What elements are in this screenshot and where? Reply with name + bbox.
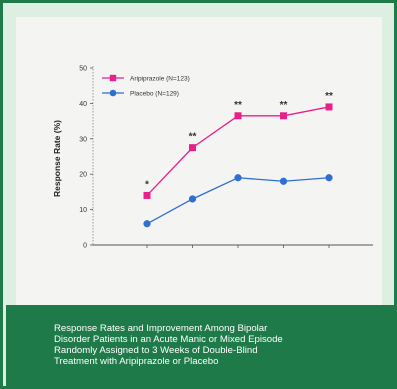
y-tick-label: 30 bbox=[79, 136, 87, 143]
data-point-square bbox=[143, 191, 151, 199]
data-point-circle bbox=[188, 195, 197, 203]
data-point-circle bbox=[325, 174, 333, 182]
series-line bbox=[146, 106, 330, 196]
significance-marker: ** bbox=[280, 100, 288, 111]
plot-panel: 0 10 20 30 40 50 Response Rate (%) * ** ** ** ** Ari… bbox=[16, 17, 382, 305]
significance-marker: ** bbox=[189, 132, 197, 143]
legend-entry: Aripiprazole (N=123) bbox=[130, 75, 190, 82]
significance-marker: * bbox=[145, 179, 149, 190]
data-point-square bbox=[234, 112, 242, 120]
legend-entry: Placebo (N=129) bbox=[130, 90, 179, 97]
y-tick-label: 20 bbox=[79, 172, 87, 179]
figure-caption: Response Rates and Improvement Among Bip… bbox=[54, 323, 283, 367]
legend-marker-circle bbox=[109, 89, 117, 97]
data-point-circle bbox=[143, 220, 151, 228]
caption-box: Response Rates and Improvement Among Bip… bbox=[6, 305, 397, 389]
legend-marker-square bbox=[109, 74, 117, 82]
y-tick-label: 40 bbox=[79, 101, 87, 108]
y-tick-label: 10 bbox=[79, 207, 87, 214]
y-tick-label: 50 bbox=[79, 66, 87, 73]
data-point-square bbox=[280, 112, 287, 120]
data-point-square bbox=[325, 103, 333, 111]
significance-marker: ** bbox=[325, 91, 333, 102]
data-point-circle bbox=[279, 177, 288, 185]
y-tick-label: 0 bbox=[83, 243, 87, 250]
significance-marker: ** bbox=[234, 100, 242, 111]
series-line bbox=[146, 177, 330, 225]
data-point-circle bbox=[234, 174, 242, 182]
data-point-square bbox=[189, 144, 196, 152]
y-axis-label: Response Rate (%) bbox=[52, 120, 62, 197]
